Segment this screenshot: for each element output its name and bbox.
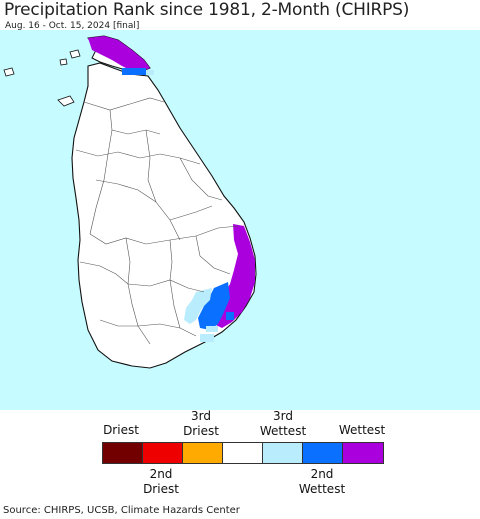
- legend-swatch-wettest: [343, 443, 383, 463]
- island-3: [3, 67, 15, 77]
- wet-3rd-area-east: [184, 288, 212, 324]
- legend-label-3rd-wettest: 3rd Wettest: [259, 409, 307, 438]
- wet-2nd-area-east: [198, 282, 230, 330]
- source-credit: Source: CHIRPS, UCSB, Climate Hazards Ce…: [3, 505, 240, 516]
- wettest-area-north: [88, 36, 150, 72]
- legend-label-2nd-driest: 2nd Driest: [143, 467, 179, 496]
- legend-label-wettest: Wettest: [338, 423, 386, 437]
- legend-swatch-3rd-wettest: [263, 443, 303, 463]
- legend-swatch-3rd-driest: [183, 443, 223, 463]
- legend-label-2nd-wettest: 2nd Wettest: [298, 467, 346, 496]
- wet-3rd-area-north: [146, 70, 154, 75]
- legend-color-bar: [102, 442, 384, 464]
- wet-3rd-patch-1: [200, 334, 214, 342]
- island-1: [69, 49, 81, 59]
- map-subtitle: Aug. 16 - Oct. 15, 2024 [final]: [5, 21, 140, 31]
- legend-label-3rd-driest: 3rd Driest: [183, 409, 219, 438]
- wet-2nd-patch-1: [226, 312, 234, 320]
- wet-3rd-patch-2: [206, 326, 218, 332]
- wet-2nd-area-north: [122, 68, 146, 75]
- legend-swatch-normal: [223, 443, 263, 463]
- sri-lanka-rank-map: [0, 30, 480, 410]
- legend-label-driest: Driest: [103, 423, 139, 437]
- district-borders: [75, 97, 239, 345]
- map-title: Precipitation Rank since 1981, 2-Month (…: [4, 0, 410, 20]
- legend-swatch-2nd-wettest: [303, 443, 343, 463]
- mannar-island: [57, 95, 75, 107]
- legend-swatch-2nd-driest: [143, 443, 183, 463]
- legend-swatch-driest: [103, 443, 143, 463]
- island-2: [59, 58, 68, 66]
